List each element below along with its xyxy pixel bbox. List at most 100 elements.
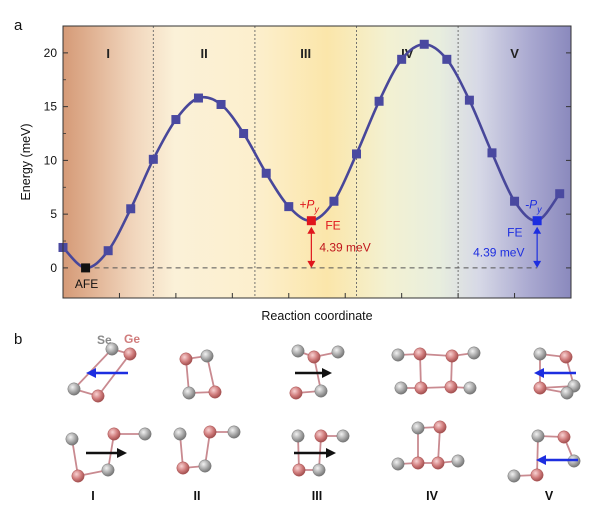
bond [97, 353, 131, 397]
se-atom [227, 425, 241, 439]
y-tick-label: 10 [44, 153, 58, 167]
data-marker [555, 189, 565, 199]
ge-atom [208, 385, 222, 399]
polarization-arrow-head [322, 368, 332, 378]
polar-subscript-minus: y [536, 205, 542, 215]
se-atom [138, 427, 152, 441]
structure-label: V [545, 489, 554, 503]
se-atom [533, 347, 547, 361]
region-label: I [106, 46, 110, 61]
polar-label-minus: -Py [525, 198, 542, 215]
afe-label: AFE [75, 277, 98, 291]
structures-panel: Se GeI II III IV V [65, 332, 581, 503]
se-atom [560, 386, 574, 400]
ge-atom [176, 461, 190, 475]
ge-atom [289, 386, 303, 400]
ge-atom [530, 468, 544, 482]
se-atom [312, 463, 326, 477]
polarization-arrow-head [326, 448, 336, 458]
y-tick-label: 15 [44, 100, 58, 114]
plot-background [63, 26, 571, 298]
se-atom [314, 384, 328, 398]
panel-letter-b: b [14, 331, 22, 348]
polar-label-plus: +Py [299, 198, 319, 215]
ge-atom [445, 349, 459, 363]
data-marker [510, 196, 520, 206]
se-atom [467, 346, 481, 360]
data-marker [216, 99, 226, 109]
structure-row1-II [179, 349, 222, 400]
ge-atom [431, 456, 445, 470]
structure-row2-V [507, 429, 581, 483]
bond [73, 348, 113, 390]
structure-row1-III [289, 344, 345, 400]
structure-label: III [312, 489, 322, 503]
ge-atom [413, 347, 427, 361]
polarization-arrow-head [117, 448, 127, 458]
bond [536, 435, 539, 476]
energy-arrow-plus-head-down [307, 260, 316, 268]
structure-label: IV [426, 489, 438, 503]
ge-atom [414, 381, 428, 395]
ge-atom [557, 430, 571, 444]
se-atom [391, 348, 405, 362]
energy-arrow-plus-head-up [307, 226, 316, 234]
se-atom [173, 427, 187, 441]
se-atom [394, 381, 408, 395]
data-marker [284, 202, 294, 212]
se-atom [391, 457, 405, 471]
data-marker [148, 154, 158, 164]
region-label: V [510, 46, 519, 61]
data-marker [397, 54, 407, 64]
energy-value-plus: 4.39 meV [319, 241, 370, 255]
data-marker [103, 246, 113, 256]
se-atom [291, 344, 305, 358]
se-atom [531, 429, 545, 443]
x-axis-label: Reaction coordinate [261, 309, 372, 323]
se-atom [331, 345, 345, 359]
y-axis-label: Energy (meV) [19, 123, 33, 200]
data-marker [261, 168, 271, 178]
element-label-se: Se [97, 333, 112, 347]
polar-subscript-plus: y [313, 205, 319, 215]
data-marker [442, 54, 452, 64]
fe-label-minus: FE [507, 226, 522, 240]
polar-symbol-plus: +P [299, 198, 314, 212]
special-marker [532, 216, 542, 226]
ge-atom [179, 352, 193, 366]
se-atom [200, 349, 214, 363]
panel-letter-a: a [14, 17, 23, 34]
energy-value-minus: 4.39 meV [473, 246, 524, 260]
element-label-ge: Ge [124, 332, 140, 346]
data-marker [352, 149, 362, 159]
energy-arrow-minus-head-up [533, 226, 542, 234]
special-marker [81, 263, 91, 273]
ge-atom [533, 381, 547, 395]
y-tick-label: 5 [50, 207, 57, 221]
ge-atom [444, 380, 458, 394]
se-atom [507, 469, 521, 483]
se-atom [101, 463, 115, 477]
data-marker [126, 204, 136, 214]
ge-atom [559, 350, 573, 364]
y-tick-label: 0 [50, 261, 57, 275]
structure-label: I [91, 489, 94, 503]
structure-row2-IV [391, 420, 465, 471]
se-atom [105, 342, 119, 356]
polarization-arrow-head [86, 368, 96, 378]
data-marker [329, 196, 339, 206]
se-atom [463, 381, 477, 395]
ge-atom [107, 427, 121, 441]
ge-atom [411, 456, 425, 470]
polarization-arrow-head [534, 368, 544, 378]
ge-atom [123, 347, 137, 361]
se-atom [198, 459, 212, 473]
fe-label-plus: FE [325, 219, 340, 233]
data-marker [464, 95, 474, 105]
x-axis [118, 293, 516, 298]
data-marker [171, 115, 181, 125]
structure-row2-II [173, 425, 241, 475]
special-marker [306, 216, 316, 226]
